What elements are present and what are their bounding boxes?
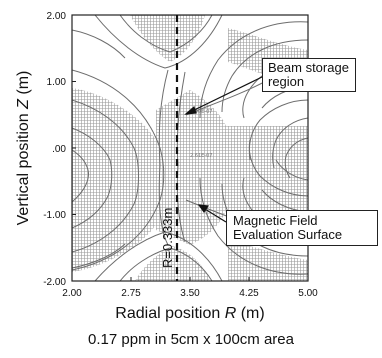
dashed-line-label: R=0.333m (160, 208, 175, 268)
x-tick-labels: 2.00 2.75 3.50 4.25 5.00 (62, 288, 318, 299)
y-tick-marks (72, 14, 76, 282)
field-callout-line2: Evaluation Surface (233, 227, 343, 242)
hatched-region-center (156, 90, 308, 245)
beam-callout-line2: region (268, 74, 305, 89)
field-evaluation-callout: Magnetic Field Evaluation Surface (226, 210, 378, 246)
hatched-region-left (72, 88, 156, 272)
y-tick-label: -2.00 (43, 277, 66, 288)
y-tick-label: .00 (52, 144, 66, 155)
beam-callout-pointer (184, 76, 263, 115)
contour-lines (72, 15, 308, 281)
hatched-region-top (130, 15, 205, 62)
x-tick-label: 3.50 (180, 288, 200, 299)
y-axis-title: Vertical position Z (m) (15, 71, 32, 226)
contour-label-2: 2.61E-07 (190, 153, 212, 159)
x-tick-label: 5.00 (298, 288, 318, 299)
field-callout-pointer (197, 204, 227, 223)
hatched-region-lower-right (228, 240, 308, 281)
beam-storage-callout: Beam storage region (262, 58, 356, 92)
x-tick-label: 4.25 (239, 288, 259, 299)
x-tick-marks (71, 277, 309, 281)
x-tick-label: 2.75 (121, 288, 141, 299)
field-contour-plot: 2.40E-07 2.61E-07 R=0.333m 2.00 2.75 3.5… (15, 11, 318, 322)
field-callout-line1: Magnetic Field (233, 213, 318, 228)
contour-label-1: 2.40E-07 (190, 109, 212, 115)
y-tick-label: 1.00 (47, 77, 67, 88)
y-tick-labels: 2.00 1.00 .00 -1.00 -2.00 (43, 11, 66, 288)
hatched-region-bottom (135, 246, 210, 281)
beam-callout-line1: Beam storage (268, 60, 349, 75)
figure-caption: 0.17 ppm in 5cm x 100cm area (88, 331, 294, 348)
x-axis-title: Radial position R (m) (115, 305, 264, 322)
x-tick-label: 2.00 (62, 288, 82, 299)
y-tick-label: -1.00 (43, 210, 66, 221)
y-tick-label: 2.00 (47, 11, 67, 22)
